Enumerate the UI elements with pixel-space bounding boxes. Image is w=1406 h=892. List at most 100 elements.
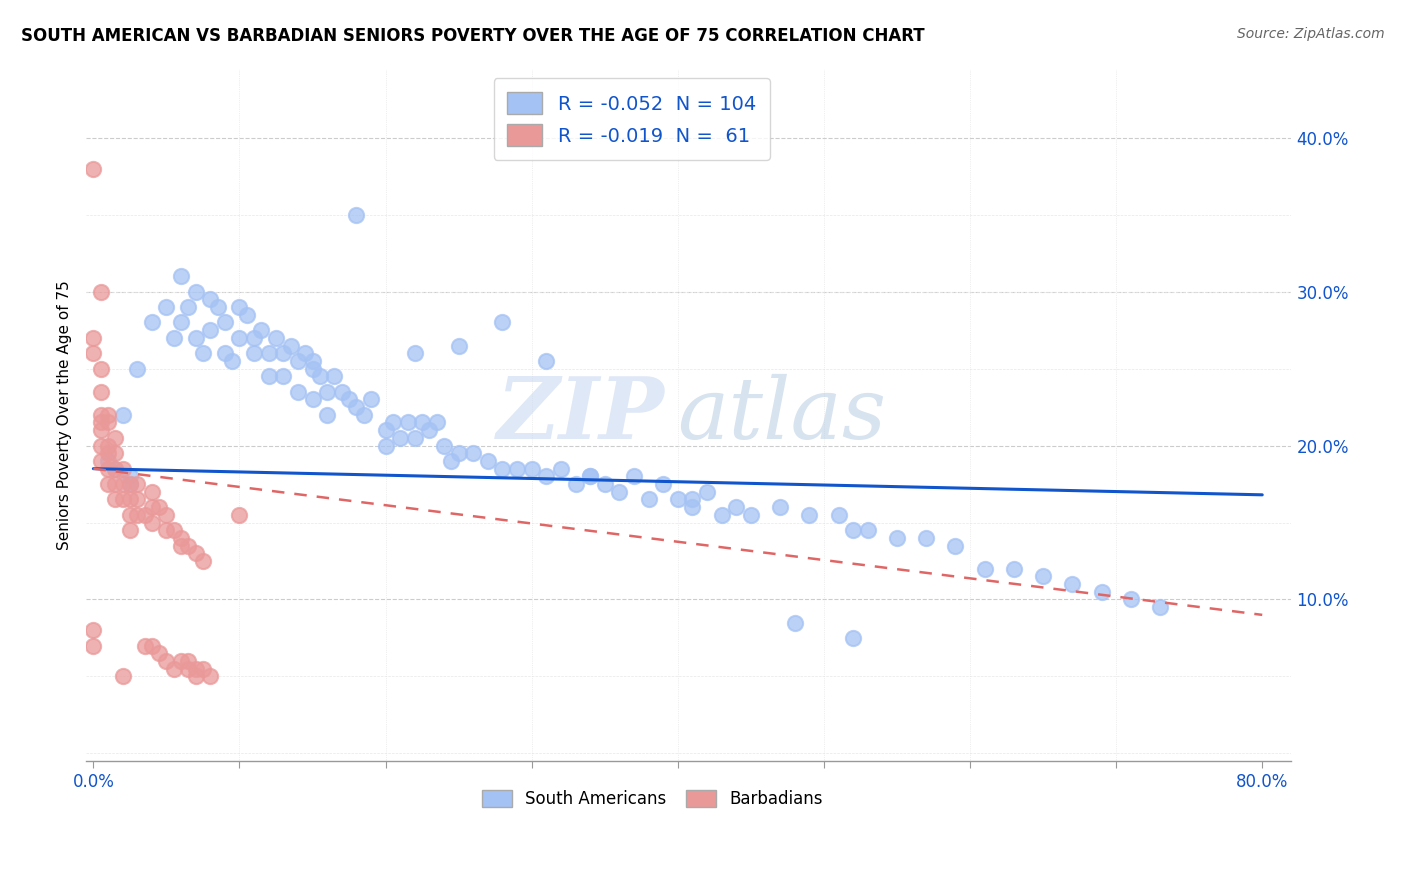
Point xyxy=(287,354,309,368)
Point xyxy=(236,308,259,322)
Point xyxy=(447,446,470,460)
Point xyxy=(170,654,193,668)
Point xyxy=(491,315,513,329)
Point xyxy=(389,431,412,445)
Point xyxy=(163,523,186,537)
Point xyxy=(264,331,287,345)
Point xyxy=(97,439,120,453)
Point xyxy=(609,484,631,499)
Point xyxy=(118,469,141,483)
Point xyxy=(550,461,572,475)
Point xyxy=(1062,577,1084,591)
Point xyxy=(155,300,177,314)
Point xyxy=(111,477,134,491)
Point xyxy=(411,416,433,430)
Point xyxy=(337,392,360,407)
Point xyxy=(973,562,995,576)
Point xyxy=(97,408,120,422)
Point xyxy=(447,338,470,352)
Point xyxy=(228,300,250,314)
Point xyxy=(696,484,718,499)
Point xyxy=(536,469,558,483)
Point xyxy=(426,416,449,430)
Point xyxy=(163,331,186,345)
Point xyxy=(652,477,675,491)
Point xyxy=(200,669,222,683)
Point xyxy=(104,461,127,475)
Point xyxy=(170,539,193,553)
Point xyxy=(1032,569,1054,583)
Point xyxy=(740,508,762,522)
Point xyxy=(374,423,396,437)
Point xyxy=(155,508,177,522)
Point xyxy=(118,508,141,522)
Point xyxy=(463,446,485,460)
Point xyxy=(294,346,316,360)
Text: Source: ZipAtlas.com: Source: ZipAtlas.com xyxy=(1237,27,1385,41)
Point xyxy=(945,539,967,553)
Point xyxy=(127,477,149,491)
Point xyxy=(127,492,149,507)
Point xyxy=(191,554,214,568)
Point xyxy=(418,423,440,437)
Y-axis label: Seniors Poverty Over the Age of 75: Seniors Poverty Over the Age of 75 xyxy=(58,280,72,549)
Point xyxy=(170,531,193,545)
Point xyxy=(184,331,207,345)
Point xyxy=(104,446,127,460)
Point xyxy=(90,454,112,468)
Point xyxy=(477,454,499,468)
Point xyxy=(353,408,375,422)
Legend: South Americans, Barbadians: South Americans, Barbadians xyxy=(475,783,830,815)
Point xyxy=(681,492,703,507)
Point xyxy=(141,315,163,329)
Point xyxy=(127,361,149,376)
Point xyxy=(200,323,222,337)
Point xyxy=(184,662,207,676)
Point xyxy=(593,477,616,491)
Point xyxy=(111,408,134,422)
Point xyxy=(381,416,404,430)
Point xyxy=(491,461,513,475)
Point xyxy=(141,639,163,653)
Point xyxy=(118,477,141,491)
Point xyxy=(1002,562,1025,576)
Point xyxy=(783,615,806,630)
Point xyxy=(681,500,703,515)
Point xyxy=(273,346,295,360)
Point xyxy=(506,461,529,475)
Point xyxy=(769,500,792,515)
Point xyxy=(250,323,273,337)
Point xyxy=(191,346,214,360)
Point xyxy=(257,369,280,384)
Point xyxy=(97,461,120,475)
Point xyxy=(308,369,330,384)
Point xyxy=(111,461,134,475)
Point xyxy=(316,384,339,399)
Point xyxy=(323,369,346,384)
Point xyxy=(90,408,112,422)
Point xyxy=(710,508,733,522)
Point xyxy=(104,461,127,475)
Point xyxy=(82,639,104,653)
Point xyxy=(82,346,104,360)
Point xyxy=(90,361,112,376)
Point xyxy=(637,492,659,507)
Point xyxy=(280,338,302,352)
Point xyxy=(1119,592,1142,607)
Point xyxy=(301,361,323,376)
Point xyxy=(214,315,236,329)
Point xyxy=(134,639,156,653)
Point xyxy=(725,500,748,515)
Point xyxy=(287,384,309,399)
Point xyxy=(579,469,602,483)
Point xyxy=(301,354,323,368)
Point xyxy=(104,477,127,491)
Point xyxy=(177,539,200,553)
Point xyxy=(344,400,367,414)
Point xyxy=(433,439,456,453)
Point xyxy=(177,654,200,668)
Point xyxy=(118,477,141,491)
Point xyxy=(163,662,186,676)
Point xyxy=(842,631,865,645)
Point xyxy=(82,161,104,176)
